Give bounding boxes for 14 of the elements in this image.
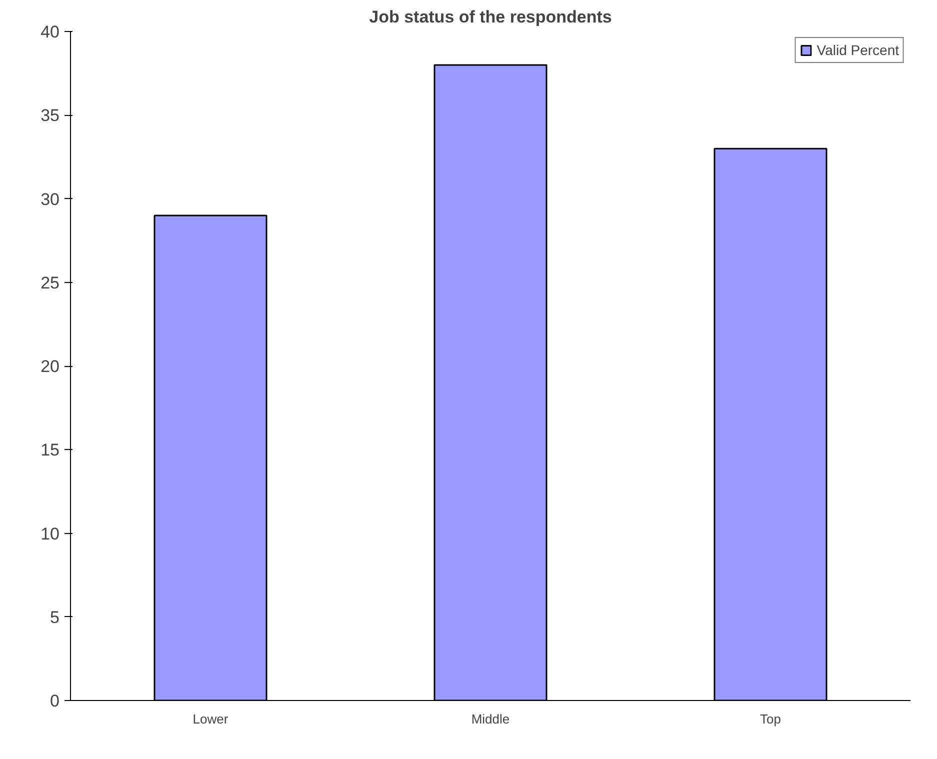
y-tick-label: 10 [40,524,60,544]
y-tick-label: 20 [40,357,60,376]
chart-title: Job status of the respondents [369,8,612,26]
x-tick-label: Middle [471,712,510,726]
y-tick-label: 5 [50,608,60,627]
legend-label: Valid Percent [816,42,899,58]
y-tick-label: 40 [40,22,60,42]
x-tick-label: Top [760,712,781,726]
y-tick-label: 35 [40,106,60,126]
y-tick-label: 30 [40,190,60,209]
x-tick-label: Lower [192,712,229,726]
y-tick-label: 25 [40,273,60,292]
y-tick-label: 15 [40,440,60,460]
y-tick-label: 0 [50,692,60,710]
